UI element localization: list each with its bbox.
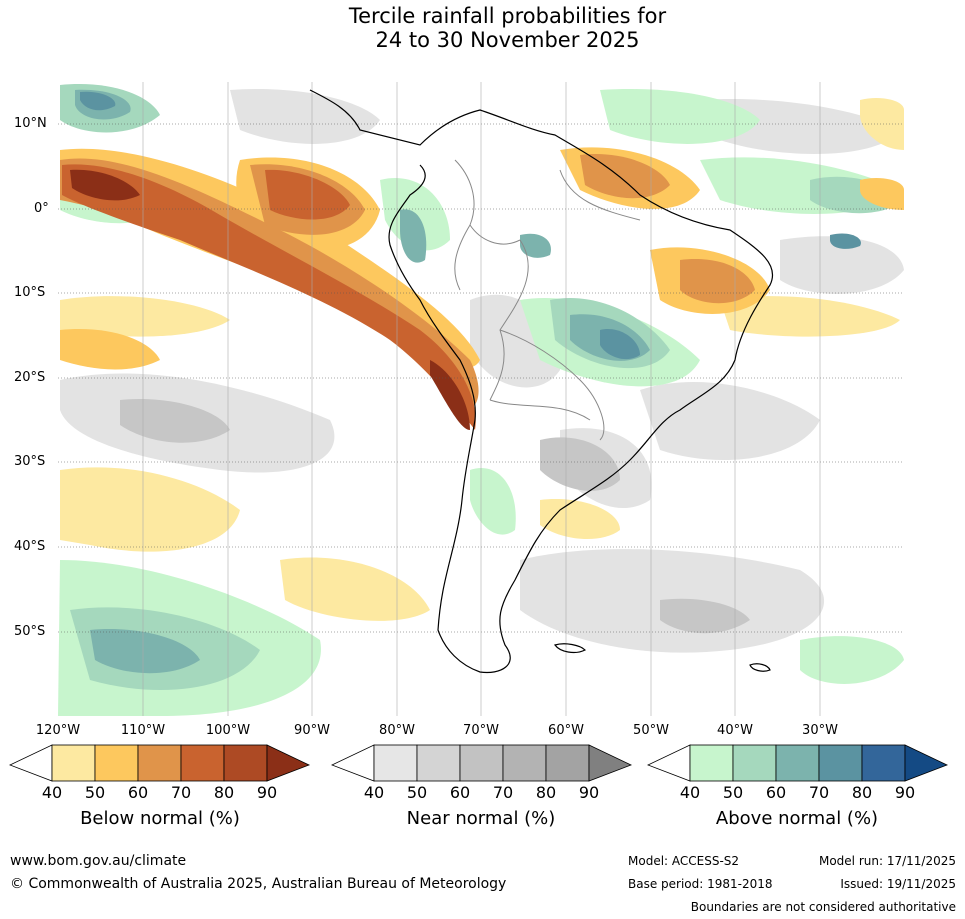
lon-label-60w: 60°W xyxy=(548,723,584,738)
lon-label-80w: 80°W xyxy=(379,723,415,738)
colorbar-below-tick-70: 70 xyxy=(170,783,192,802)
lon-label-120w: 120°W xyxy=(35,723,81,738)
lon-label-30w: 30°W xyxy=(802,723,838,738)
country-borders xyxy=(454,159,641,441)
colorbar-below-swatch-3 xyxy=(180,744,225,782)
colorbar-above-tick-50: 50 xyxy=(722,783,744,802)
colorbar-near-swatch-0 xyxy=(373,744,418,782)
colorbar-near-tick-80: 80 xyxy=(535,783,557,802)
lat-label-0: 0° xyxy=(34,201,49,216)
lat-label-40s: 40°S xyxy=(14,539,46,554)
colorbar-above-swatch-0 xyxy=(689,744,734,782)
colorbar-near-swatch-4 xyxy=(545,744,590,782)
coastline xyxy=(309,89,774,674)
colorbar-below xyxy=(8,744,311,782)
colorbar-near-tick-40: 40 xyxy=(363,783,385,802)
colorbar-above-tick-70: 70 xyxy=(808,783,830,802)
colorbar-near-upper-arrow xyxy=(588,744,633,782)
colorbar-below-swatch-0 xyxy=(51,744,96,782)
colorbar-below-tick-90: 90 xyxy=(256,783,278,802)
lat-label-20s: 20°S xyxy=(14,370,46,385)
title-line-2: 24 to 30 November 2025 xyxy=(375,28,640,52)
colorbar-near xyxy=(330,744,633,782)
colorbar-above-tick-40: 40 xyxy=(679,783,701,802)
colorbar-below-upper-arrow xyxy=(266,744,311,782)
colorbar-near-tick-90: 90 xyxy=(578,783,600,802)
chart-title: Tercile rainfall probabilities for 24 to… xyxy=(0,4,965,52)
lon-label-90w: 90°W xyxy=(294,723,330,738)
lat-label-30s: 30°S xyxy=(14,454,46,469)
above-normal-stronger xyxy=(80,91,861,360)
website-link[interactable]: www.bom.gov.au/climate xyxy=(10,853,187,869)
colorbar-below-lower-arrow xyxy=(8,744,53,782)
colorbar-near-tick-70: 70 xyxy=(492,783,514,802)
colorbar-above-tick-60: 60 xyxy=(765,783,787,802)
issued-date: Issued: 19/11/2025 xyxy=(840,877,956,891)
boundaries-disclaimer: Boundaries are not considered authoritat… xyxy=(690,900,956,914)
lon-label-40w: 40°W xyxy=(717,723,753,738)
lat-label-10s: 10°S xyxy=(14,285,46,300)
near-normal-strong xyxy=(120,399,750,634)
model-name: Model: ACCESS-S2 xyxy=(628,854,740,868)
probability-field xyxy=(58,82,904,716)
colorbar-near-swatch-1 xyxy=(416,744,461,782)
colorbar-below-swatch-1 xyxy=(94,744,139,782)
colorbar-near-swatch-2 xyxy=(459,744,504,782)
below-normal-light xyxy=(60,98,904,621)
colorbar-above-upper-arrow xyxy=(904,744,949,782)
colorbar-near-swatch-3 xyxy=(502,744,547,782)
colorbar-above xyxy=(646,744,949,782)
colorbar-near-lower-arrow xyxy=(330,744,375,782)
lon-label-70w: 70°W xyxy=(463,723,499,738)
colorbar-above-tick-90: 90 xyxy=(894,783,916,802)
colorbar-above-swatch-4 xyxy=(861,744,906,782)
colorbar-below-swatch-4 xyxy=(223,744,268,782)
near-normal-regions xyxy=(60,89,904,653)
lat-label-50s: 50°S xyxy=(14,624,46,639)
colorbar-above-swatch-2 xyxy=(775,744,820,782)
colorbar-above-lower-arrow xyxy=(646,744,691,782)
title-line-1: Tercile rainfall probabilities for xyxy=(348,4,667,28)
lat-label-10n: 10°N xyxy=(14,116,47,131)
colorbar-above-tick-80: 80 xyxy=(851,783,873,802)
below-normal-strongest xyxy=(70,169,470,430)
colorbar-near-title: Near normal (%) xyxy=(406,808,556,829)
copyright-text: © Commonwealth of Australia 2025, Austra… xyxy=(10,876,507,892)
lon-label-50w: 50°W xyxy=(633,723,669,738)
colorbar-above-title: Above normal (%) xyxy=(715,808,879,829)
base-period: Base period: 1981-2018 xyxy=(628,877,773,891)
lon-label-110w: 110°W xyxy=(120,723,166,738)
lon-label-100w: 100°W xyxy=(205,723,251,738)
colorbar-near-tick-50: 50 xyxy=(406,783,428,802)
colorbar-below-tick-50: 50 xyxy=(84,783,106,802)
colorbar-near-tick-60: 60 xyxy=(449,783,471,802)
model-run-date: Model run: 17/11/2025 xyxy=(818,854,956,868)
colorbar-below-tick-60: 60 xyxy=(127,783,149,802)
colorbar-below-title: Below normal (%) xyxy=(80,808,240,829)
below-normal-stronger xyxy=(62,164,476,430)
colorbar-below-swatch-2 xyxy=(137,744,182,782)
colorbar-below-tick-80: 80 xyxy=(213,783,235,802)
colorbar-above-swatch-1 xyxy=(732,744,777,782)
colorbar-above-swatch-3 xyxy=(818,744,863,782)
colorbar-below-tick-40: 40 xyxy=(41,783,63,802)
meridians xyxy=(142,82,821,716)
